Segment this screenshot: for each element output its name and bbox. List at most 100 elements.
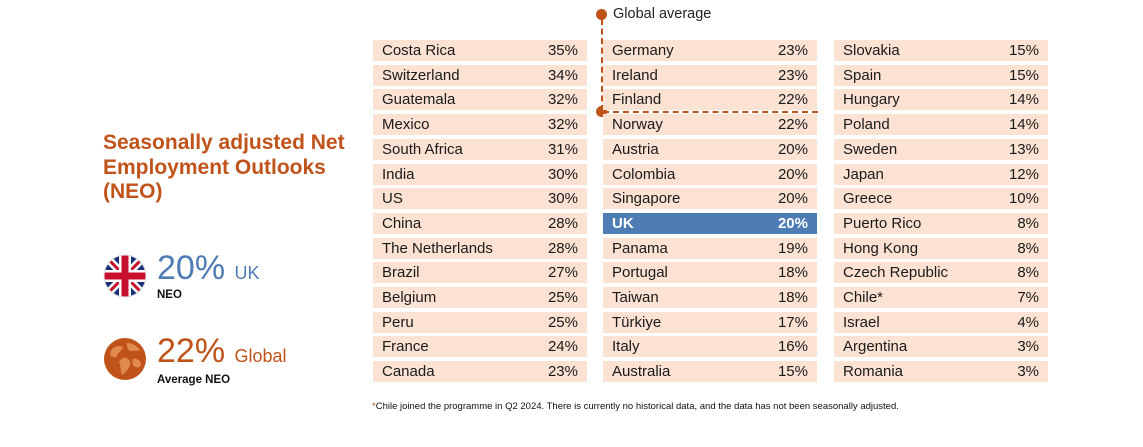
- neo-value: 32%: [547, 91, 578, 108]
- neo-row: Italy 16%: [603, 336, 817, 357]
- country-name: Belgium: [382, 289, 437, 306]
- neo-row: Türkiye 17%: [603, 312, 817, 333]
- neo-value: 13%: [1008, 141, 1039, 158]
- global-average-marker-top: [596, 9, 607, 20]
- country-name: Norway: [612, 116, 663, 133]
- neo-row: Ireland 23%: [603, 65, 817, 86]
- country-name: Finland: [612, 91, 662, 108]
- footnote: *Chile joined the programme in Q2 2024. …: [372, 401, 899, 412]
- country-name: Spain: [843, 67, 882, 84]
- country-name: Greece: [843, 190, 893, 207]
- country-name: Colombia: [612, 166, 676, 183]
- country-name: Australia: [612, 363, 671, 380]
- neo-value: 35%: [547, 42, 578, 59]
- neo-row: Finland 22%: [603, 89, 817, 110]
- neo-row: Colombia 20%: [603, 164, 817, 185]
- neo-value: 22%: [777, 91, 808, 108]
- global-average-line-vertical: [601, 19, 603, 111]
- neo-row: Austria 20%: [603, 139, 817, 160]
- neo-value: 17%: [777, 314, 808, 331]
- neo-value: 20%: [777, 166, 808, 183]
- neo-value: 4%: [1017, 314, 1039, 331]
- neo-value: 14%: [1008, 91, 1039, 108]
- country-name: Singapore: [612, 190, 681, 207]
- country-name: Slovakia: [843, 42, 900, 59]
- neo-row: France 24%: [373, 336, 587, 357]
- neo-row: Costa Rica 35%: [373, 40, 587, 61]
- country-name: Canada: [382, 363, 435, 380]
- neo-value: 20%: [777, 141, 808, 158]
- neo-row: Brazil 27%: [373, 262, 587, 283]
- country-name: Ireland: [612, 67, 658, 84]
- country-name: US: [382, 190, 403, 207]
- neo-value: 30%: [547, 166, 578, 183]
- country-name: The Netherlands: [382, 240, 493, 257]
- country-name: Hungary: [843, 91, 900, 108]
- neo-row: Japan 12%: [834, 164, 1048, 185]
- country-name: India: [382, 166, 415, 183]
- country-name: China: [382, 215, 422, 232]
- neo-row: Israel 4%: [834, 312, 1048, 333]
- country-name: Japan: [843, 166, 884, 183]
- neo-row: India 30%: [373, 164, 587, 185]
- country-name: Sweden: [843, 141, 898, 158]
- country-name: Poland: [843, 116, 890, 133]
- neo-value: 23%: [777, 42, 808, 59]
- country-name: Italy: [612, 338, 640, 355]
- neo-value: 8%: [1017, 264, 1039, 281]
- neo-value: 28%: [547, 240, 578, 257]
- neo-row: Slovakia 15%: [834, 40, 1048, 61]
- country-name: Chile*: [843, 289, 884, 306]
- country-name: Puerto Rico: [843, 215, 922, 232]
- country-name: Hong Kong: [843, 240, 919, 257]
- neo-value: 3%: [1017, 363, 1039, 380]
- neo-row: Peru 25%: [373, 312, 587, 333]
- uk-neo-value: 20% UK: [157, 249, 260, 287]
- neo-row: Singapore 20%: [603, 188, 817, 209]
- global-average-marker-bottom: [596, 106, 607, 117]
- neo-row: Taiwan 18%: [603, 287, 817, 308]
- neo-row: Belgium 25%: [373, 287, 587, 308]
- global-neo-sub: Average NEO: [157, 374, 231, 386]
- neo-row: UK 20%: [603, 213, 817, 234]
- country-name: UK: [612, 215, 634, 232]
- country-name: Costa Rica: [382, 42, 456, 59]
- neo-row: Panama 19%: [603, 238, 817, 259]
- neo-value: 27%: [547, 264, 578, 281]
- neo-row: Switzerland 34%: [373, 65, 587, 86]
- neo-value: 28%: [547, 215, 578, 232]
- neo-value: 31%: [547, 141, 578, 158]
- neo-row: Poland 14%: [834, 114, 1048, 135]
- neo-value: 8%: [1017, 240, 1039, 257]
- country-name: Peru: [382, 314, 414, 331]
- country-name: Israel: [843, 314, 880, 331]
- country-name: Brazil: [382, 264, 420, 281]
- country-name: Mexico: [382, 116, 430, 133]
- chart-title: Seasonally adjusted Net Employment Outlo…: [103, 131, 345, 203]
- country-name: Germany: [612, 42, 674, 59]
- neo-value: 8%: [1017, 215, 1039, 232]
- neo-value: 23%: [547, 363, 578, 380]
- country-name: Türkiye: [612, 314, 662, 331]
- neo-row: South Africa 31%: [373, 139, 587, 160]
- neo-value: 15%: [1008, 42, 1039, 59]
- neo-value: 25%: [547, 314, 578, 331]
- neo-row: Hungary 14%: [834, 89, 1048, 110]
- neo-value: 18%: [777, 264, 808, 281]
- globe-icon: [104, 338, 146, 380]
- neo-value: 20%: [777, 215, 808, 232]
- neo-value: 15%: [1008, 67, 1039, 84]
- neo-row: Canada 23%: [373, 361, 587, 382]
- neo-row: US 30%: [373, 188, 587, 209]
- country-name: Switzerland: [382, 67, 460, 84]
- country-name: Guatemala: [382, 91, 456, 108]
- neo-value: 23%: [777, 67, 808, 84]
- neo-row: Czech Republic 8%: [834, 262, 1048, 283]
- neo-row: Guatemala 32%: [373, 89, 587, 110]
- neo-row: Germany 23%: [603, 40, 817, 61]
- neo-value: 14%: [1008, 116, 1039, 133]
- global-average-line-horizontal: [603, 111, 818, 113]
- neo-row: Portugal 18%: [603, 262, 817, 283]
- country-name: South Africa: [382, 141, 463, 158]
- neo-value: 15%: [777, 363, 808, 380]
